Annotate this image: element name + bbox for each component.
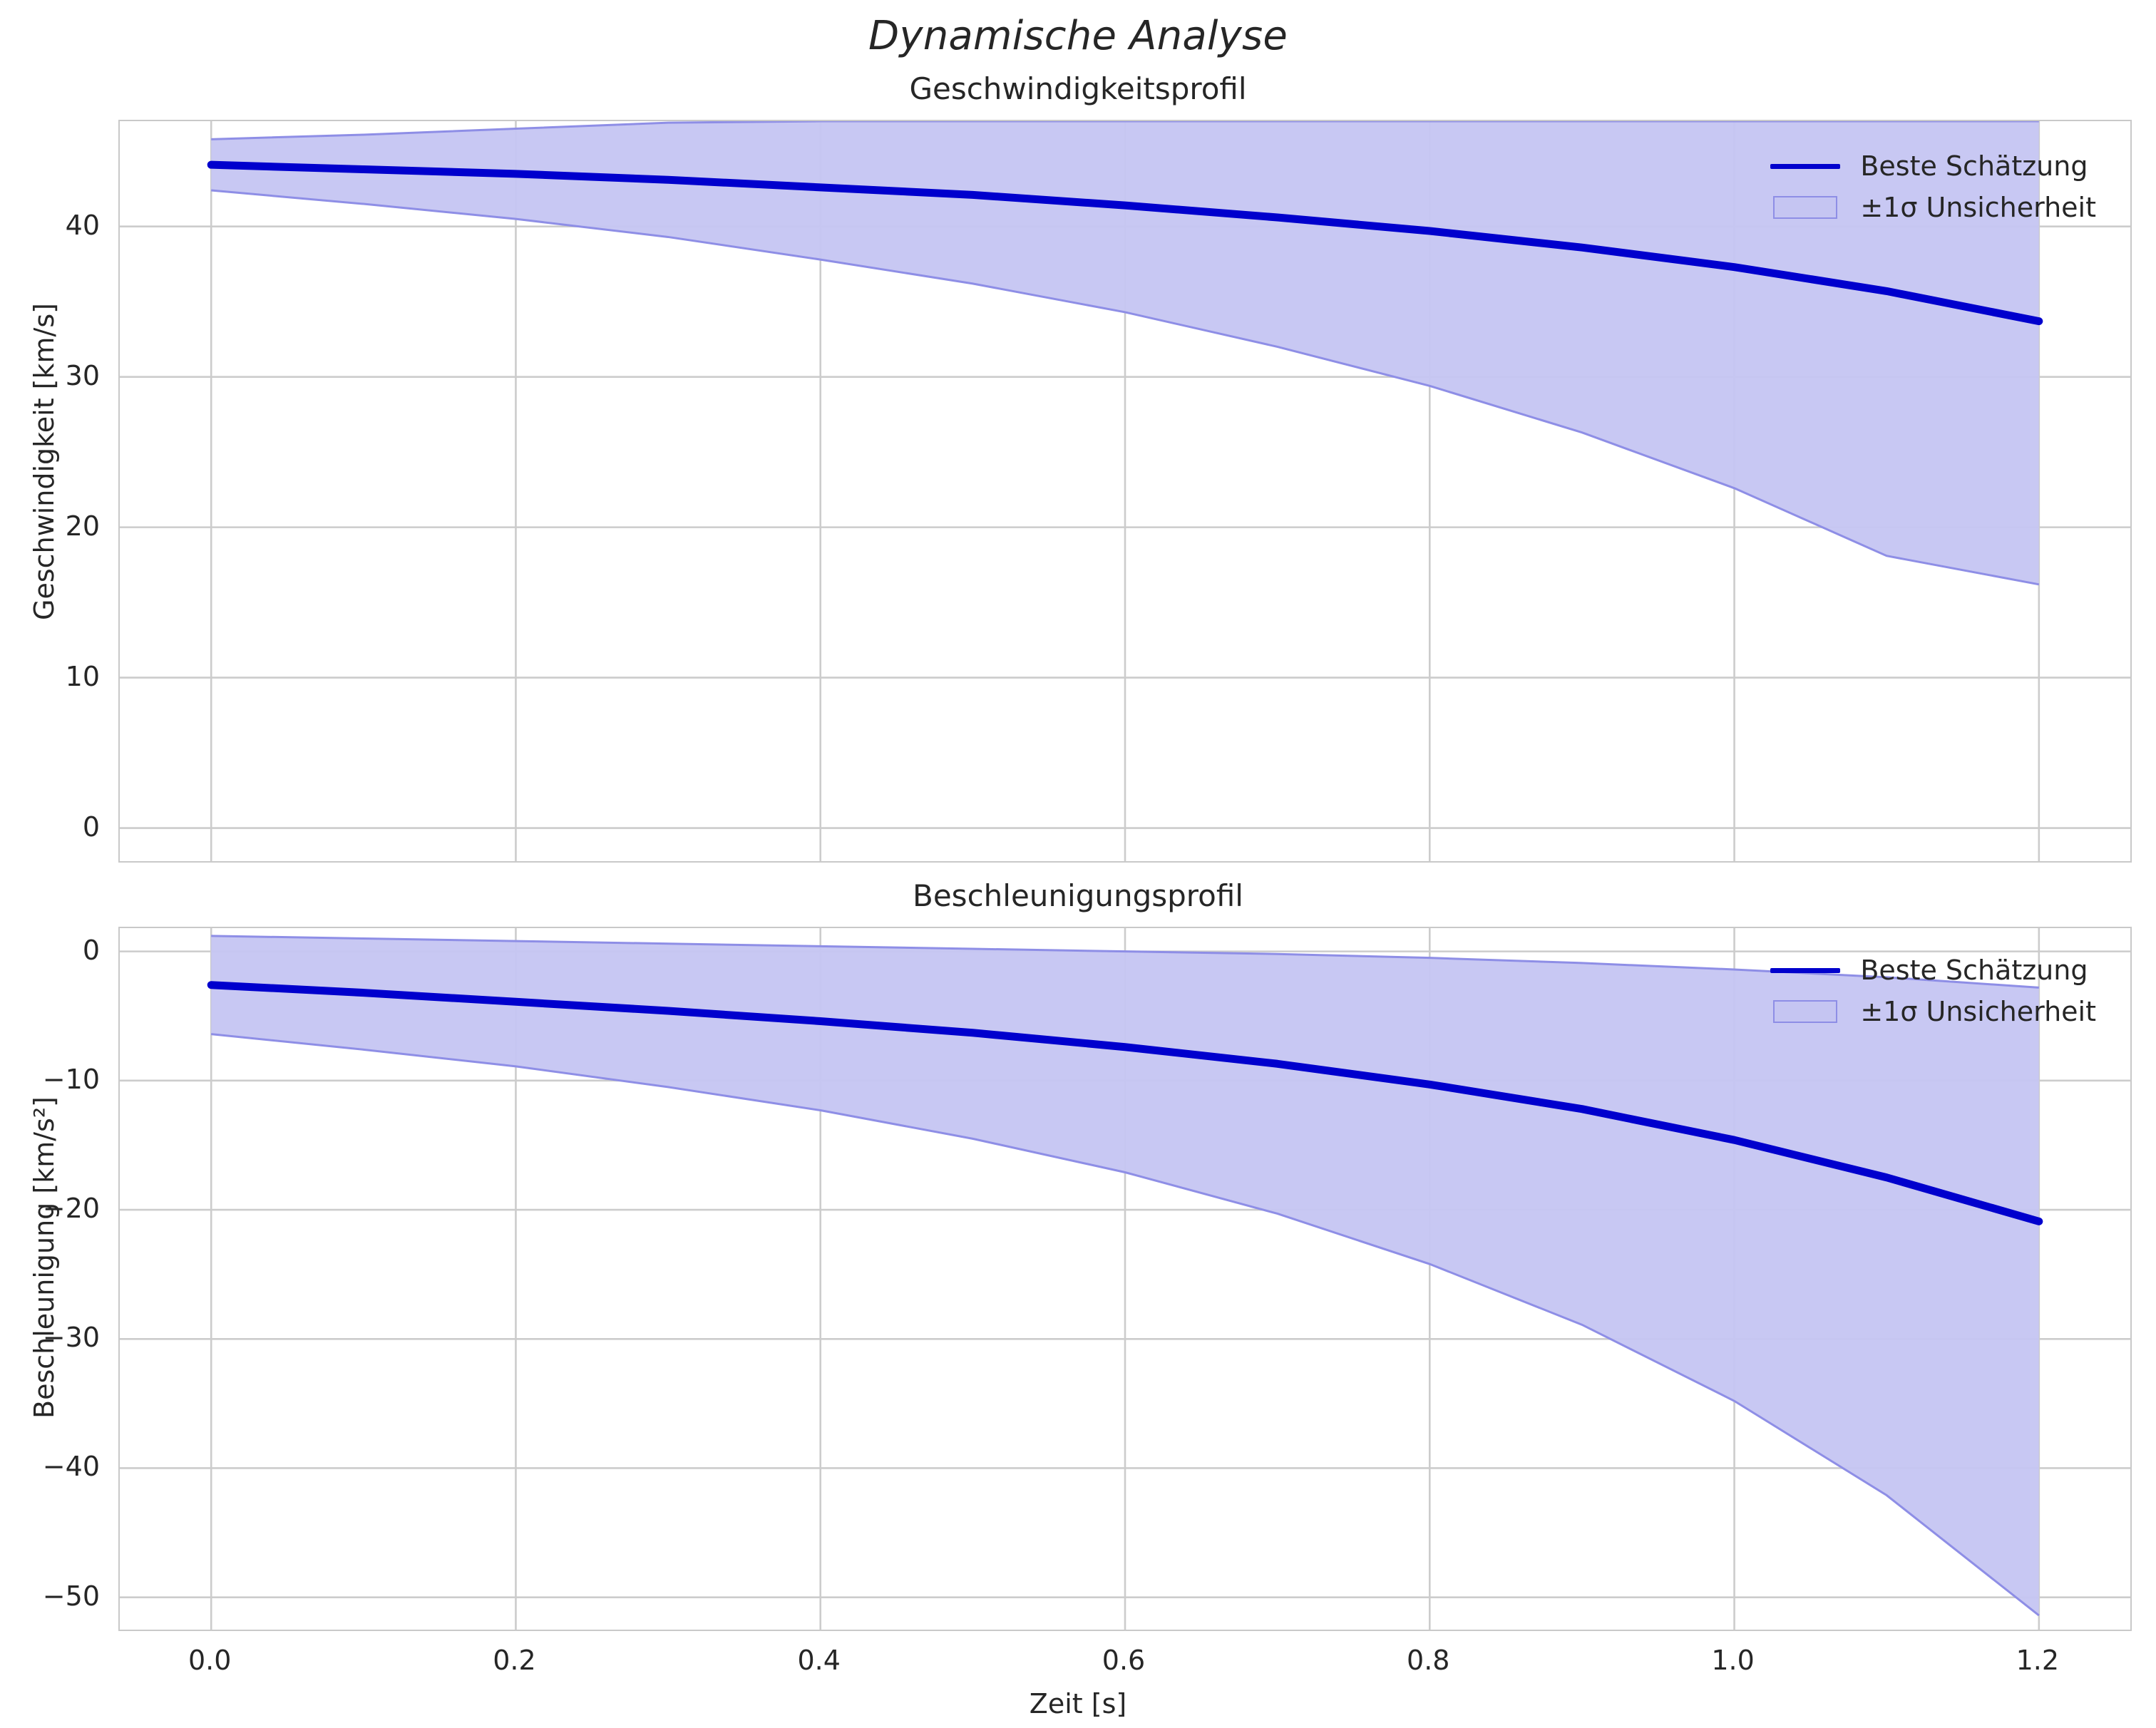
velocity-plot-area: Beste Schätzung ±1σ Unsicherheit — [118, 120, 2132, 863]
legend-band-swatch — [1766, 997, 1844, 1026]
panel1-y-axis-label: Geschwindigkeit [km/s] — [29, 303, 60, 620]
x-axis-label: Zeit [s] — [1029, 1688, 1127, 1719]
panel2-ytick-m10: −10 — [42, 1063, 100, 1095]
legend-entry-line: Beste Schätzung — [1766, 950, 2096, 991]
xtick-6: 1.2 — [2016, 1645, 2060, 1676]
legend-entry-band: ±1σ Unsicherheit — [1766, 991, 2096, 1032]
legend-band-swatch — [1766, 193, 1844, 222]
legend-entry-band: ±1σ Unsicherheit — [1766, 187, 2096, 228]
legend-entry-line: Beste Schätzung — [1766, 145, 2096, 187]
panel1-ytick-0: 0 — [82, 811, 100, 843]
panel1-ytick-40: 40 — [65, 209, 100, 241]
legend-line-swatch — [1766, 956, 1844, 984]
xtick-5: 1.0 — [1711, 1645, 1755, 1676]
panel1-ytick-20: 20 — [65, 510, 100, 542]
panel2-ytick-0: 0 — [82, 934, 100, 966]
xtick-4: 0.8 — [1407, 1645, 1450, 1676]
panel2-legend: Beste Schätzung ±1σ Unsicherheit — [1756, 942, 2109, 1039]
panel2-title: Beschleunigungsprofil — [913, 878, 1243, 913]
legend-line-label: Beste Schätzung — [1860, 150, 2088, 182]
acceleration-plot-area: Beste Schätzung ±1σ Unsicherheit — [118, 927, 2132, 1631]
velocity-plot-svg — [120, 121, 2130, 861]
panel1-legend: Beste Schätzung ±1σ Unsicherheit — [1756, 138, 2109, 235]
figure-suptitle: Dynamische Analyse — [868, 13, 1288, 59]
xtick-1: 0.2 — [493, 1645, 536, 1676]
legend-band-label: ±1σ Unsicherheit — [1860, 996, 2096, 1027]
legend-line-label: Beste Schätzung — [1860, 955, 2088, 986]
panel2-ytick-m40: −40 — [42, 1451, 100, 1483]
legend-band-label: ±1σ Unsicherheit — [1860, 192, 2096, 223]
panel2-ytick-m20: −20 — [42, 1193, 100, 1225]
panel2-y-axis-label: Beschleunigung [km/s²] — [29, 1096, 60, 1419]
panel1-title: Geschwindigkeitsprofil — [909, 71, 1247, 106]
xtick-3: 0.6 — [1102, 1645, 1146, 1676]
panel1-ytick-10: 10 — [65, 660, 100, 692]
xtick-0: 0.0 — [188, 1645, 232, 1676]
panel2-ytick-m30: −30 — [42, 1322, 100, 1354]
panel2-ytick-m50: −50 — [42, 1580, 100, 1612]
panel1-ytick-30: 30 — [65, 359, 100, 391]
xtick-2: 0.4 — [797, 1645, 841, 1676]
legend-line-swatch — [1766, 152, 1844, 180]
acceleration-plot-svg — [120, 928, 2130, 1630]
